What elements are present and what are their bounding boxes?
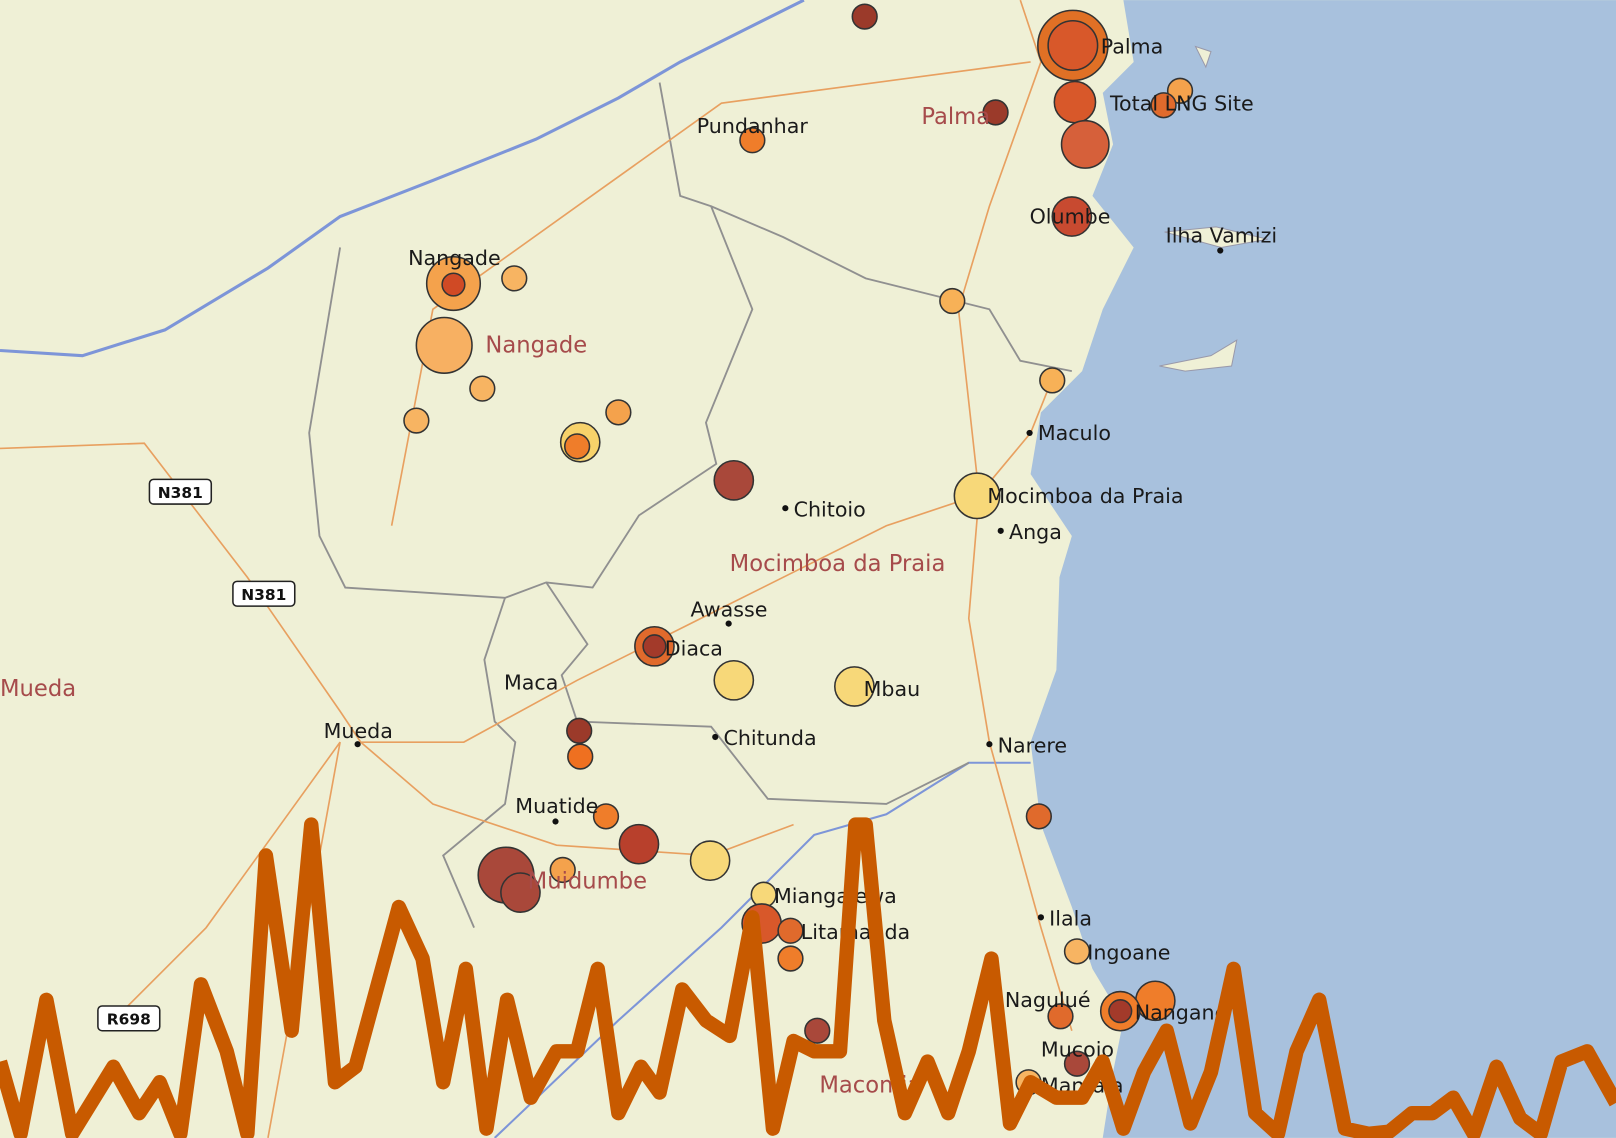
event-marker	[564, 433, 591, 460]
event-marker	[549, 856, 576, 884]
event-marker	[1108, 999, 1133, 1024]
place-label: Chitoio	[794, 497, 866, 521]
road-shield: R698	[97, 1005, 161, 1032]
event-marker	[567, 743, 594, 770]
event-marker	[713, 460, 755, 501]
river	[0, 0, 805, 358]
road-shield-box	[97, 1005, 161, 1032]
place-label: Chitunda	[723, 726, 816, 750]
place-label: Mbau	[864, 677, 921, 701]
sea	[1030, 0, 1616, 1138]
event-marker	[1025, 803, 1052, 830]
event-marker	[500, 872, 541, 913]
place-dot	[712, 733, 719, 741]
border	[545, 581, 970, 805]
place-label: Total LNG Site	[1109, 91, 1254, 115]
place-label: Nangade	[408, 246, 501, 270]
place-label: Ilha Vamizi	[1166, 223, 1278, 247]
place-dot	[1037, 914, 1045, 921]
event-marker	[713, 659, 755, 701]
road	[957, 0, 1042, 495]
event-markers	[403, 3, 1194, 1096]
road-shield-box	[232, 580, 296, 607]
place-label: Awasse	[691, 597, 768, 621]
road-shield-box	[148, 478, 213, 505]
border	[710, 205, 1073, 373]
place-dot	[997, 527, 1004, 534]
border	[308, 82, 754, 599]
place-label: Maculo	[1038, 421, 1111, 445]
district-label: Nangade	[485, 333, 587, 359]
place-label: Ingoane	[1087, 941, 1170, 965]
road-shield-label: R698	[107, 1011, 151, 1029]
event-marker	[1053, 80, 1097, 124]
border	[442, 597, 517, 929]
event-marker	[777, 945, 804, 972]
place-label: Anga	[1009, 520, 1062, 544]
event-marker	[982, 99, 1009, 126]
place-label: Olumbe	[1030, 205, 1111, 229]
event-marker	[953, 472, 1001, 520]
place-dots	[354, 247, 1224, 921]
place-label: Mocimboa da Praia	[987, 484, 1183, 508]
event-marker	[501, 265, 528, 292]
road-shield: N381	[232, 580, 296, 607]
place-label: Nangane	[1135, 1000, 1228, 1024]
event-marker	[834, 666, 875, 707]
place-dot	[725, 620, 732, 627]
road-shield: N381	[148, 478, 213, 505]
event-marker	[605, 399, 632, 426]
islands	[1159, 45, 1268, 372]
event-marker	[403, 407, 430, 434]
event-marker	[1047, 1003, 1074, 1030]
event-marker	[1039, 367, 1066, 394]
place-label: Palma	[1101, 35, 1164, 59]
event-marker	[1060, 119, 1110, 169]
event-marker	[851, 3, 878, 30]
place-label: Nagulué	[1005, 988, 1091, 1012]
event-marker	[777, 917, 804, 944]
place-label: Diaca	[665, 637, 723, 661]
district-label: Mocimboa da Praia	[730, 551, 946, 577]
event-marker	[566, 717, 593, 744]
event-marker	[642, 634, 667, 659]
district-label: Mueda	[0, 676, 76, 702]
district-label: Palma	[921, 104, 990, 130]
event-marker	[1166, 77, 1194, 104]
event-marker	[804, 1017, 831, 1044]
event-marker	[689, 840, 731, 882]
place-label: Ilala	[1049, 907, 1092, 931]
road	[390, 61, 1031, 526]
event-marker	[739, 127, 766, 154]
line-series	[0, 817, 1616, 1138]
event-marker	[1150, 92, 1177, 119]
event-marker	[415, 316, 473, 374]
place-dot	[552, 818, 559, 825]
place-label: Mueda	[324, 719, 393, 743]
road-shield-label: N381	[158, 484, 203, 502]
event-marker	[592, 803, 620, 830]
event-marker	[939, 287, 966, 315]
place-dot	[986, 741, 993, 748]
event-marker	[1051, 196, 1093, 237]
place-label: Pundanhar	[697, 114, 809, 138]
place-dot	[1217, 247, 1224, 254]
event-marker	[441, 272, 466, 297]
place-dot	[782, 505, 789, 512]
place-dot	[1026, 429, 1033, 437]
place-dot	[354, 741, 361, 748]
event-marker	[618, 823, 660, 865]
place-label: Muatide	[515, 794, 598, 818]
place-label: Maca	[504, 671, 558, 695]
event-marker	[469, 375, 496, 402]
district-label: Muidumbe	[528, 868, 647, 894]
event-marker	[1063, 938, 1091, 965]
road	[360, 741, 794, 857]
event-marker	[1047, 19, 1099, 71]
place-label: Narere	[998, 733, 1067, 757]
event-marker	[1063, 1050, 1091, 1077]
road-shield-label: N381	[241, 586, 286, 604]
